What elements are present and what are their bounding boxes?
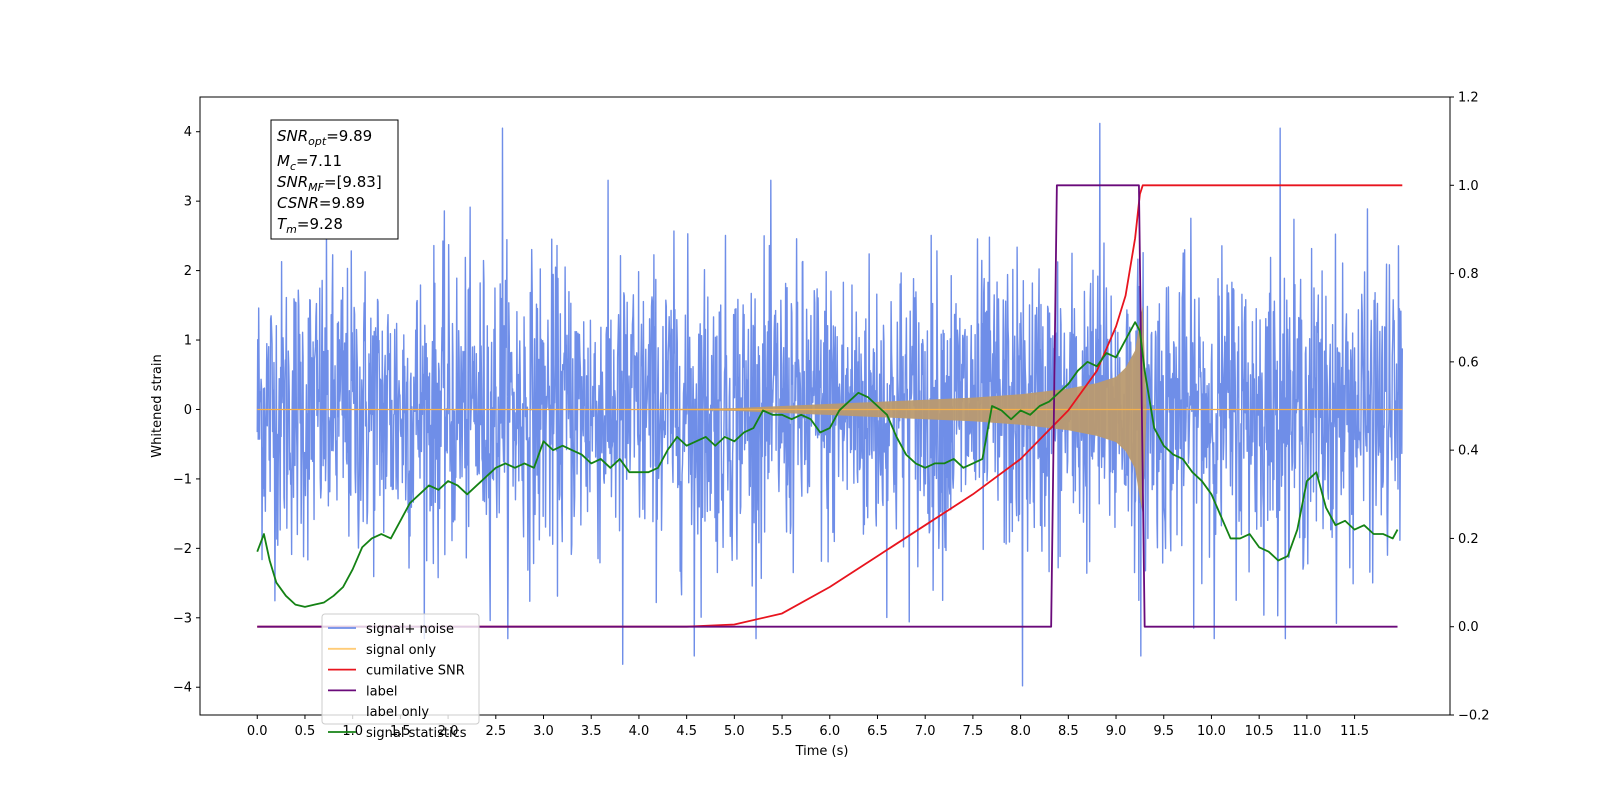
y-tick-label: −3 (173, 611, 192, 626)
legend-entry-label: cumilative SNR (366, 664, 465, 679)
signal-plus-noise-line (256, 122, 1403, 687)
y2-tick-label: −0.2 (1458, 709, 1490, 724)
y-tick-label: −4 (173, 681, 192, 696)
x-tick-label: 7.5 (963, 724, 984, 739)
y-tick-label: 0 (184, 403, 192, 418)
x-axis-label: Time (s) (795, 744, 849, 759)
signal-statistics-line (256, 321, 1399, 608)
annotation-tm: Tm=9.28 (277, 215, 343, 236)
cumulative-snr-series (257, 184, 1403, 628)
label-line (257, 184, 1398, 628)
legend-entry-label: signal+ noise (366, 622, 454, 637)
legend-entry-label: signal only (366, 643, 436, 658)
legend-entry-label: label (366, 684, 397, 699)
x-tick-label: 9.5 (1153, 724, 1174, 739)
annotation-snr-opt: SNRopt=9.89 (277, 127, 372, 148)
y2-tick-label: 1.0 (1458, 179, 1479, 194)
x-tick-label: 11.5 (1340, 724, 1369, 739)
annotation-mc: Mc=7.11 (277, 152, 342, 173)
legend-box (321, 613, 480, 725)
y-tick-label: −1 (173, 472, 192, 487)
x-tick-label: 3.5 (581, 724, 602, 739)
y-tick-label: 2 (184, 264, 192, 279)
y-axis-right: −0.2 0.0 0.2 0.4 0.6 0.8 1.0 1.2 (1450, 91, 1490, 724)
x-tick-label: 1.5 (390, 724, 411, 739)
legend-entry-label: signal statistics (366, 726, 467, 741)
x-tick-label: 0.0 (247, 724, 268, 739)
x-tick-label: 5.0 (724, 724, 745, 739)
x-tick-label: 4.0 (629, 724, 650, 739)
legend-entry-label: label only (366, 705, 429, 720)
label-series (257, 184, 1398, 628)
x-axis: 0.0 0.5 1.0 1.5 2.0 2.5 3.0 3.5 4.0 4.5 5.0 5.5 6.0 6… (247, 715, 1369, 739)
y2-tick-label: 0.4 (1458, 444, 1479, 459)
legend: signal+ noise signal only cumilative SNR la… (321, 613, 480, 741)
cumulative-snr-line (257, 184, 1403, 628)
x-tick-label: 4.5 (676, 724, 697, 739)
x-tick-label: 6.0 (819, 724, 840, 739)
annotation-box: SNRopt=9.89 Mc=7.11 SNRMF=[9.83] CSNR=9.… (270, 119, 399, 240)
annotation-csnr: CSNR=9.89 (277, 194, 365, 212)
x-tick-label: 11.0 (1292, 724, 1321, 739)
x-tick-label: 0.5 (295, 724, 316, 739)
y2-tick-label: 0.6 (1458, 355, 1479, 370)
y2-tick-label: 0.8 (1458, 267, 1479, 282)
y2-tick-label: 1.2 (1458, 91, 1479, 106)
y-tick-label: −2 (173, 542, 192, 557)
x-tick-label: 6.5 (867, 724, 888, 739)
y2-tick-label: 0.0 (1458, 620, 1479, 635)
plot-frame (199, 96, 1451, 716)
x-tick-label: 10.0 (1197, 724, 1226, 739)
x-tick-label: 5.5 (772, 724, 793, 739)
x-tick-label: 8.0 (1010, 724, 1031, 739)
x-tick-label: 9.0 (1106, 724, 1127, 739)
annotation-snr-mf: SNRMF=[9.83] (277, 173, 382, 194)
x-tick-label: 2.0 (438, 724, 459, 739)
x-tick-label: 8.5 (1058, 724, 1079, 739)
x-tick-label: 10.5 (1245, 724, 1274, 739)
y2-tick-label: 0.2 (1458, 532, 1479, 547)
y-axis-left: −4 −3 −2 −1 0 1 2 3 4 (173, 125, 200, 696)
y-tick-label: 1 (184, 334, 192, 349)
signal-only-series (257, 305, 1403, 514)
y-tick-label: 4 (184, 125, 192, 140)
x-tick-label: 2.5 (485, 724, 506, 739)
x-tick-label: 3.0 (533, 724, 554, 739)
y-tick-label: 3 (184, 195, 192, 210)
signal-plus-noise-series (256, 122, 1403, 687)
plot-area (256, 122, 1403, 687)
x-tick-label: 7.0 (915, 724, 936, 739)
y-axis-label: Whitened strain (150, 354, 165, 457)
signal-statistics-series (256, 321, 1399, 608)
